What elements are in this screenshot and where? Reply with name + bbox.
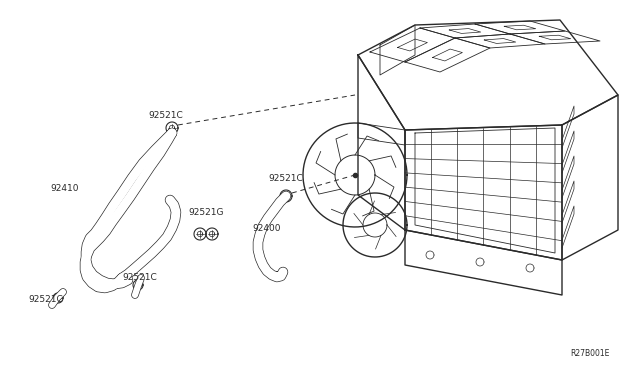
Text: 92521G: 92521G [188, 208, 223, 217]
Text: 92400: 92400 [252, 224, 280, 232]
Text: 92521C: 92521C [28, 295, 63, 305]
Text: 92410: 92410 [50, 183, 79, 192]
Text: R27B001E: R27B001E [571, 349, 610, 358]
Text: 92521C: 92521C [122, 273, 157, 282]
Text: 92521C: 92521C [268, 173, 303, 183]
Text: 92521C: 92521C [148, 110, 183, 119]
